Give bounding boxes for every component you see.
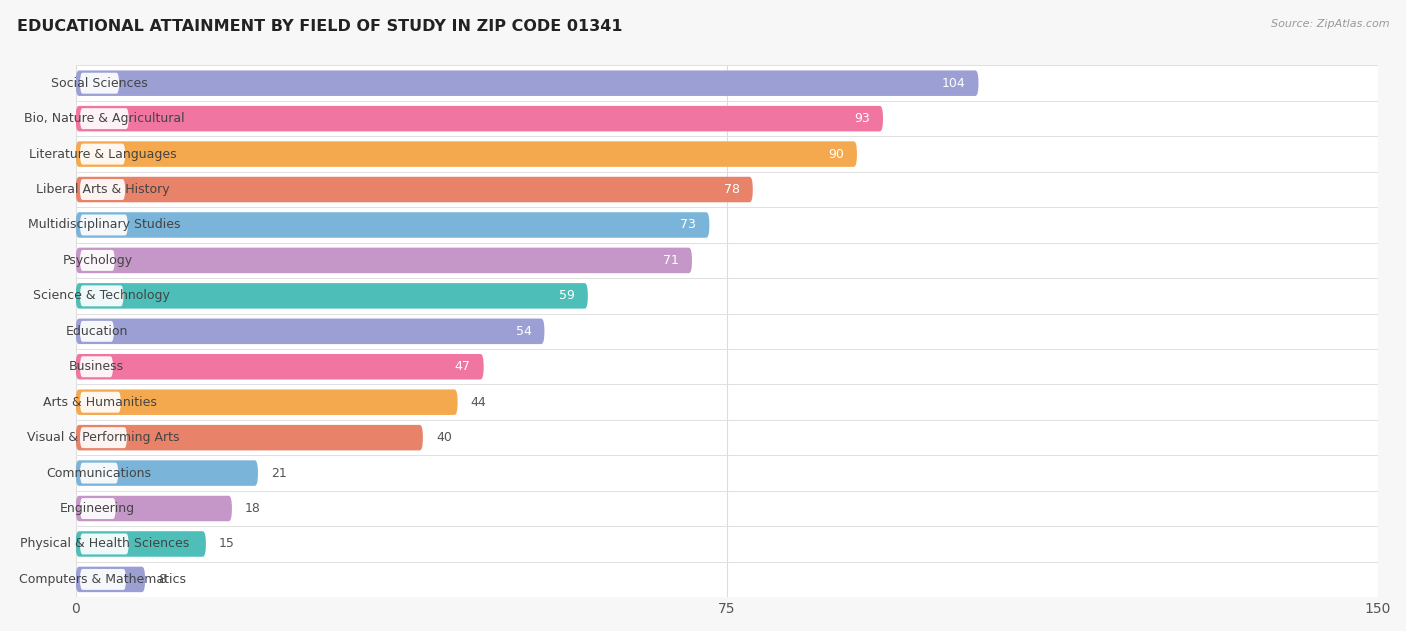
FancyBboxPatch shape [76,461,257,486]
FancyBboxPatch shape [80,357,112,377]
Text: 59: 59 [560,290,575,302]
Text: Source: ZipAtlas.com: Source: ZipAtlas.com [1271,19,1389,29]
FancyBboxPatch shape [76,71,979,96]
FancyBboxPatch shape [76,389,457,415]
FancyBboxPatch shape [80,321,114,342]
FancyBboxPatch shape [76,101,1378,136]
Text: 93: 93 [855,112,870,125]
Text: Education: Education [66,325,128,338]
Text: 47: 47 [454,360,471,374]
FancyBboxPatch shape [80,215,128,235]
Text: Business: Business [69,360,124,374]
Text: Science & Technology: Science & Technology [34,290,170,302]
Text: 21: 21 [271,466,287,480]
Text: 71: 71 [664,254,679,267]
FancyBboxPatch shape [76,314,1378,349]
Text: 15: 15 [219,538,235,550]
Text: Arts & Humanities: Arts & Humanities [44,396,157,409]
FancyBboxPatch shape [76,141,856,167]
FancyBboxPatch shape [76,247,692,273]
Text: 40: 40 [436,431,451,444]
FancyBboxPatch shape [76,243,1378,278]
FancyBboxPatch shape [80,427,127,448]
Text: 54: 54 [516,325,531,338]
Text: Computers & Mathematics: Computers & Mathematics [20,573,187,586]
FancyBboxPatch shape [80,392,121,413]
Text: 8: 8 [157,573,166,586]
FancyBboxPatch shape [80,108,128,129]
Text: 78: 78 [724,183,740,196]
Text: Liberal Arts & History: Liberal Arts & History [35,183,169,196]
Text: Bio, Nature & Agricultural: Bio, Nature & Agricultural [24,112,184,125]
FancyBboxPatch shape [76,456,1378,491]
FancyBboxPatch shape [76,207,1378,243]
FancyBboxPatch shape [80,73,120,93]
Text: Physical & Health Sciences: Physical & Health Sciences [20,538,188,550]
FancyBboxPatch shape [76,420,1378,456]
Text: Visual & Performing Arts: Visual & Performing Arts [27,431,180,444]
FancyBboxPatch shape [76,562,1378,597]
FancyBboxPatch shape [76,136,1378,172]
Text: Psychology: Psychology [62,254,132,267]
FancyBboxPatch shape [76,66,1378,101]
FancyBboxPatch shape [76,212,710,238]
Text: 73: 73 [681,218,696,232]
FancyBboxPatch shape [76,177,752,203]
FancyBboxPatch shape [80,179,125,200]
FancyBboxPatch shape [76,425,423,451]
Text: EDUCATIONAL ATTAINMENT BY FIELD OF STUDY IN ZIP CODE 01341: EDUCATIONAL ATTAINMENT BY FIELD OF STUDY… [17,19,623,34]
FancyBboxPatch shape [76,531,205,557]
FancyBboxPatch shape [76,172,1378,207]
FancyBboxPatch shape [80,569,127,590]
FancyBboxPatch shape [80,285,124,306]
Text: 104: 104 [942,77,966,90]
FancyBboxPatch shape [80,250,115,271]
FancyBboxPatch shape [80,144,125,165]
Text: Engineering: Engineering [60,502,135,515]
FancyBboxPatch shape [80,498,115,519]
FancyBboxPatch shape [76,106,883,131]
Text: Communications: Communications [46,466,152,480]
FancyBboxPatch shape [76,319,544,344]
FancyBboxPatch shape [80,533,128,555]
Text: 90: 90 [828,148,844,161]
Text: Social Sciences: Social Sciences [51,77,148,90]
Text: 44: 44 [471,396,486,409]
FancyBboxPatch shape [76,384,1378,420]
FancyBboxPatch shape [80,463,118,483]
FancyBboxPatch shape [76,567,145,592]
FancyBboxPatch shape [76,283,588,309]
FancyBboxPatch shape [76,354,484,379]
FancyBboxPatch shape [76,496,232,521]
FancyBboxPatch shape [76,491,1378,526]
Text: Literature & Languages: Literature & Languages [28,148,176,161]
Text: Multidisciplinary Studies: Multidisciplinary Studies [28,218,180,232]
Text: 18: 18 [245,502,262,515]
FancyBboxPatch shape [76,278,1378,314]
FancyBboxPatch shape [76,526,1378,562]
FancyBboxPatch shape [76,349,1378,384]
